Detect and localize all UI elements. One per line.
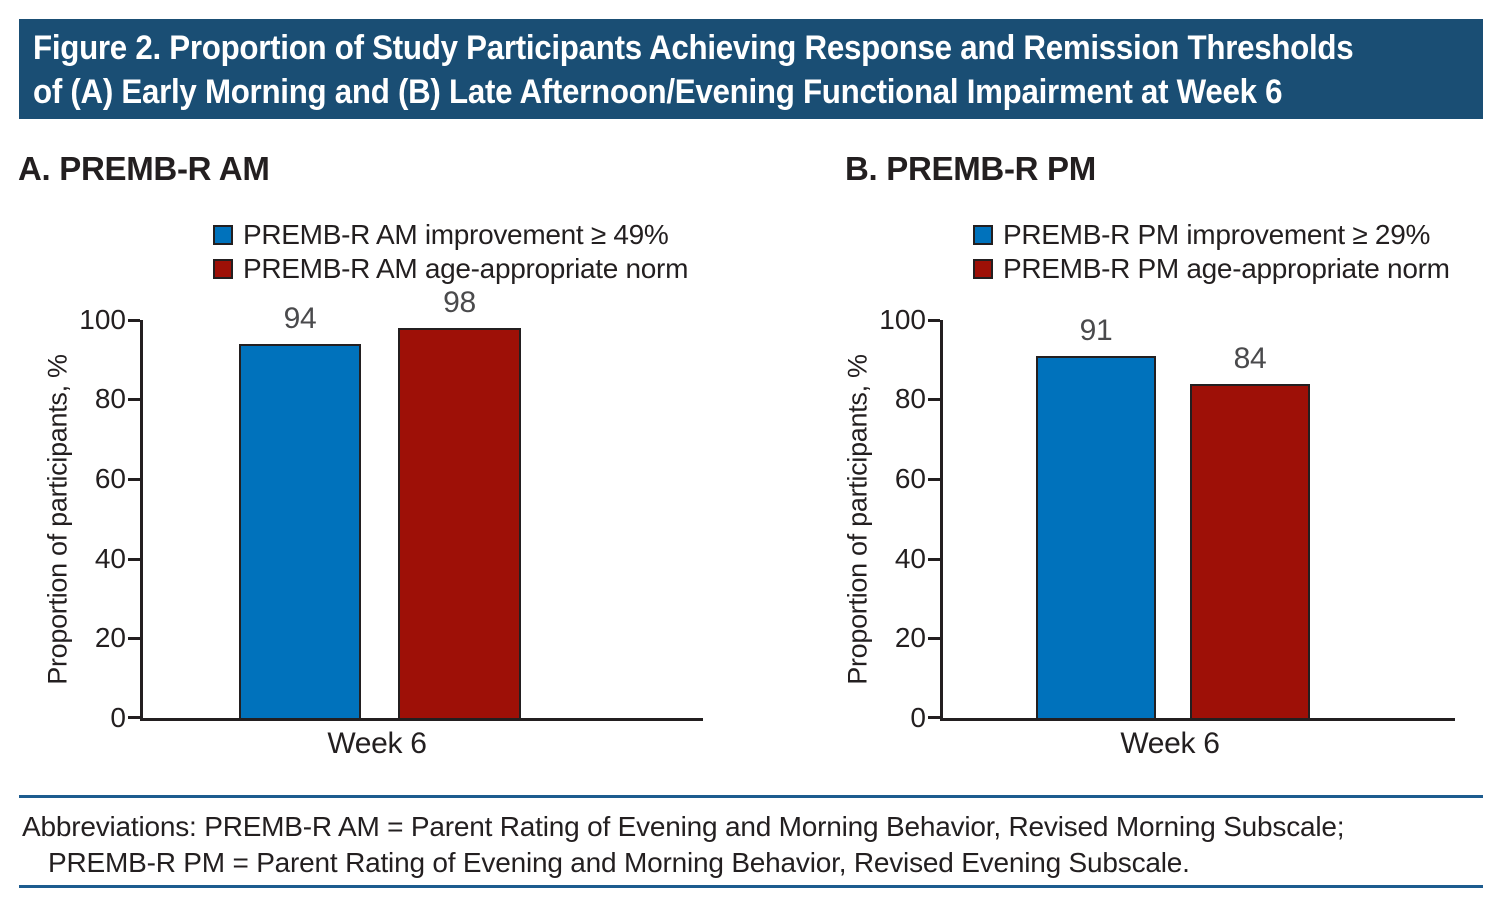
panel-a-y-axis-title: Proportion of participants, %: [38, 320, 78, 718]
y-tick-mark: [928, 716, 940, 719]
y-tick-label: 100: [79, 304, 126, 335]
legend-item-norm: PREMB-R AM age-appropriate norm: [213, 252, 688, 286]
y-tick-mark: [928, 637, 940, 640]
panel-b-plot: 91 84: [940, 314, 1455, 721]
figure-title-line-1: Figure 2. Proportion of Study Participan…: [33, 29, 1354, 67]
footer-abbreviations-line-1: Abbreviations: PREMB-R AM = Parent Ratin…: [22, 811, 1345, 842]
y-tick-label: 80: [94, 383, 126, 414]
y-tick-label: 60: [94, 463, 126, 494]
y-tick-label: 0: [910, 702, 926, 733]
legend-swatch-improvement: [213, 225, 233, 245]
bar-improvement-b: [1036, 355, 1156, 718]
y-tick-label: 80: [894, 383, 926, 414]
bar-value-improvement-a: 94: [283, 301, 317, 335]
y-tick-label: 40: [894, 543, 926, 574]
bar-value-norm-b: 84: [1233, 341, 1267, 375]
legend-label-improvement: PREMB-R PM improvement ≥ 29%: [1003, 219, 1431, 250]
y-tick-label: 0: [110, 702, 126, 733]
y-tick-mark: [128, 478, 140, 481]
y-tick-label: 100: [879, 304, 926, 335]
footer-abbreviations-line-2: PREMB-R PM = Parent Rating of Evening an…: [48, 847, 1190, 878]
legend-label-improvement: PREMB-R AM improvement ≥ 49%: [243, 219, 669, 250]
panel-a-legend: PREMB-R AM improvement ≥ 49% PREMB-R AM …: [213, 218, 688, 286]
y-tick-mark: [928, 478, 940, 481]
legend-label-norm: PREMB-R PM age-appropriate norm: [1003, 253, 1450, 284]
y-tick-mark: [128, 398, 140, 401]
legend-item-improvement: PREMB-R AM improvement ≥ 49%: [213, 218, 688, 252]
y-tick-label: 60: [894, 463, 926, 494]
legend-item-norm: PREMB-R PM age-appropriate norm: [973, 252, 1450, 286]
panel-b-title: B. PREMB-R PM: [845, 150, 1096, 187]
y-tick-mark: [128, 558, 140, 561]
y-tick-label: 20: [894, 622, 926, 653]
y-tick-mark: [928, 558, 940, 561]
y-tick-mark: [928, 319, 940, 322]
figure-title-banner: Figure 2. Proportion of Study Participan…: [19, 19, 1483, 119]
footer-rule-bottom: [19, 885, 1483, 888]
bar-value-improvement-b: 91: [1079, 313, 1113, 347]
panel-a-title: A. PREMB-R AM: [18, 150, 270, 187]
bar-norm-b: [1190, 383, 1310, 718]
legend-swatch-norm: [213, 259, 233, 279]
y-tick-mark: [128, 637, 140, 640]
y-tick-label: 20: [94, 622, 126, 653]
bar-norm-a: [398, 327, 521, 718]
panel-b-legend: PREMB-R PM improvement ≥ 29% PREMB-R PM …: [973, 218, 1450, 286]
panel-a-plot: 94 98: [140, 286, 703, 721]
x-axis-label-a: Week 6: [327, 727, 427, 760]
bar-value-norm-a: 98: [443, 285, 476, 319]
footer-rule-top: [19, 795, 1483, 798]
y-tick-mark: [128, 716, 140, 719]
figure-title-line-2: of (A) Early Morning and (B) Late Aftern…: [33, 73, 1283, 111]
legend-swatch-norm: [973, 259, 993, 279]
legend-label-norm: PREMB-R AM age-appropriate norm: [243, 253, 689, 284]
y-tick-mark: [928, 398, 940, 401]
x-axis-label-b: Week 6: [1120, 727, 1220, 760]
legend-swatch-improvement: [973, 225, 993, 245]
legend-item-improvement: PREMB-R PM improvement ≥ 29%: [973, 218, 1450, 252]
panel-b-y-axis-title: Proportion of participants, %: [838, 320, 878, 718]
y-tick-label: 40: [94, 543, 126, 574]
y-tick-mark: [128, 319, 140, 322]
bar-improvement-a: [239, 343, 361, 718]
